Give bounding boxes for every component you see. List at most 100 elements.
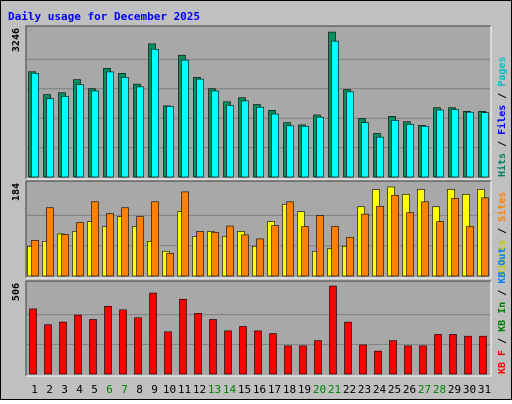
visits_panel-bevel-light	[26, 181, 492, 279]
files-bar	[106, 71, 114, 178]
day-label-18: 18	[283, 383, 296, 396]
day-label-28: 28	[433, 383, 446, 396]
kbytes_panel-legend-item: /	[497, 332, 508, 350]
kbytes-bar	[479, 335, 487, 375]
kbytes-bar	[209, 319, 217, 375]
day-label-30: 30	[463, 383, 476, 396]
files-bar	[361, 122, 369, 178]
files-bar	[286, 125, 294, 178]
files-bar	[211, 90, 219, 178]
kbytes-bar	[344, 321, 352, 375]
files-bar	[121, 77, 129, 178]
kbytes-bar	[44, 324, 52, 375]
day-label-23: 23	[358, 383, 371, 396]
day-label-13: 13	[208, 383, 221, 396]
day-label-17: 17	[268, 383, 281, 396]
day-label-21: 21	[328, 383, 341, 396]
hits_panel-legend-item: Pages	[497, 57, 508, 87]
files-bar	[241, 100, 249, 178]
kbytes-bar	[314, 340, 322, 375]
day-label-8: 8	[136, 383, 143, 396]
files-bar	[256, 106, 264, 178]
files-bar	[316, 116, 324, 178]
files-bar	[331, 40, 339, 178]
day-label-22: 22	[343, 383, 356, 396]
day-label-15: 15	[238, 383, 251, 396]
kbytes_panel-ymax-label: 506	[11, 283, 22, 301]
files-bar	[196, 78, 204, 178]
files-bar	[46, 98, 54, 178]
files-bar	[451, 109, 459, 178]
kbytes-bar	[419, 345, 427, 375]
sites-bar	[91, 201, 99, 277]
kbytes-bar	[269, 333, 277, 375]
day-label-14: 14	[223, 383, 237, 396]
sites-bar	[391, 195, 399, 277]
hits_panel-legend-item: /	[497, 135, 508, 153]
kbytes-bar	[149, 292, 157, 375]
hits_panel-ymax-label: 3246	[11, 28, 22, 52]
hits_panel-legend-item: Files	[496, 105, 508, 135]
kbytes-bar	[254, 330, 262, 375]
sites-bar	[376, 205, 384, 277]
kbytes_panel-legend: KB F / KB In / KB Out	[497, 248, 508, 374]
sites-bar	[61, 234, 69, 277]
hits_panel-bevel-dark	[25, 25, 491, 179]
day-label-11: 11	[178, 383, 191, 396]
hits_panel-legend: Hits / Files / Pages	[496, 57, 508, 177]
sites-bar	[106, 213, 114, 277]
kbytes-bar	[329, 285, 337, 375]
day-label-9: 9	[151, 383, 158, 396]
day-label-25: 25	[388, 383, 401, 396]
day-label-20: 20	[313, 383, 326, 396]
kbytes-bar	[284, 345, 292, 375]
kbytes-bar	[74, 314, 82, 375]
kbytes-bar	[389, 340, 397, 375]
sites-bar	[301, 226, 309, 277]
files-bar	[31, 72, 39, 178]
sites-bar	[76, 222, 84, 277]
sites-bar	[361, 213, 369, 277]
sites-bar	[406, 212, 414, 277]
files-bar	[181, 59, 189, 178]
sites-bar	[166, 252, 174, 277]
visits_panel-ymax-label: 184	[11, 183, 22, 201]
visits_panel-legend-item: /	[497, 222, 508, 240]
hits_panel-legend-item: Hits	[496, 153, 508, 177]
sites-bar	[241, 234, 249, 277]
day-label-27: 27	[418, 383, 431, 396]
visits_panel-legend-item: Sites	[496, 192, 508, 222]
visits_panel-bevel-dark	[25, 180, 491, 278]
day-label-7: 7	[121, 383, 128, 396]
kbytes_panel-legend-item: KB In	[497, 302, 508, 332]
day-label-5: 5	[91, 383, 98, 396]
kbytes-bar	[29, 308, 37, 375]
sites-bar	[46, 207, 54, 277]
files-bar	[226, 105, 234, 178]
day-label-16: 16	[253, 383, 266, 396]
files-bar	[346, 91, 354, 178]
sites-bar	[481, 197, 489, 277]
sites-bar	[211, 232, 219, 277]
kbytes-bar	[449, 334, 457, 375]
sites-bar	[226, 225, 234, 277]
sites-bar	[451, 198, 459, 277]
kbytes_panel-bevel-light	[26, 281, 492, 377]
files-bar	[271, 113, 279, 178]
sites-bar	[331, 226, 339, 277]
kbytes_panel-legend-item: /	[497, 284, 508, 302]
day-label-10: 10	[163, 383, 176, 396]
day-label-2: 2	[46, 383, 53, 396]
files-bar	[436, 109, 444, 178]
kbytes-bar	[119, 309, 127, 375]
sites-bar	[256, 238, 264, 277]
sites-bar	[436, 221, 444, 277]
files-bar	[91, 90, 99, 178]
day-label-4: 4	[76, 383, 83, 396]
files-bar	[151, 48, 159, 178]
files-bar	[466, 111, 474, 178]
files-bar	[376, 136, 384, 178]
day-label-31: 31	[478, 383, 491, 396]
day-label-19: 19	[298, 383, 311, 396]
chart-title: Daily usage for December 2025	[8, 10, 200, 23]
